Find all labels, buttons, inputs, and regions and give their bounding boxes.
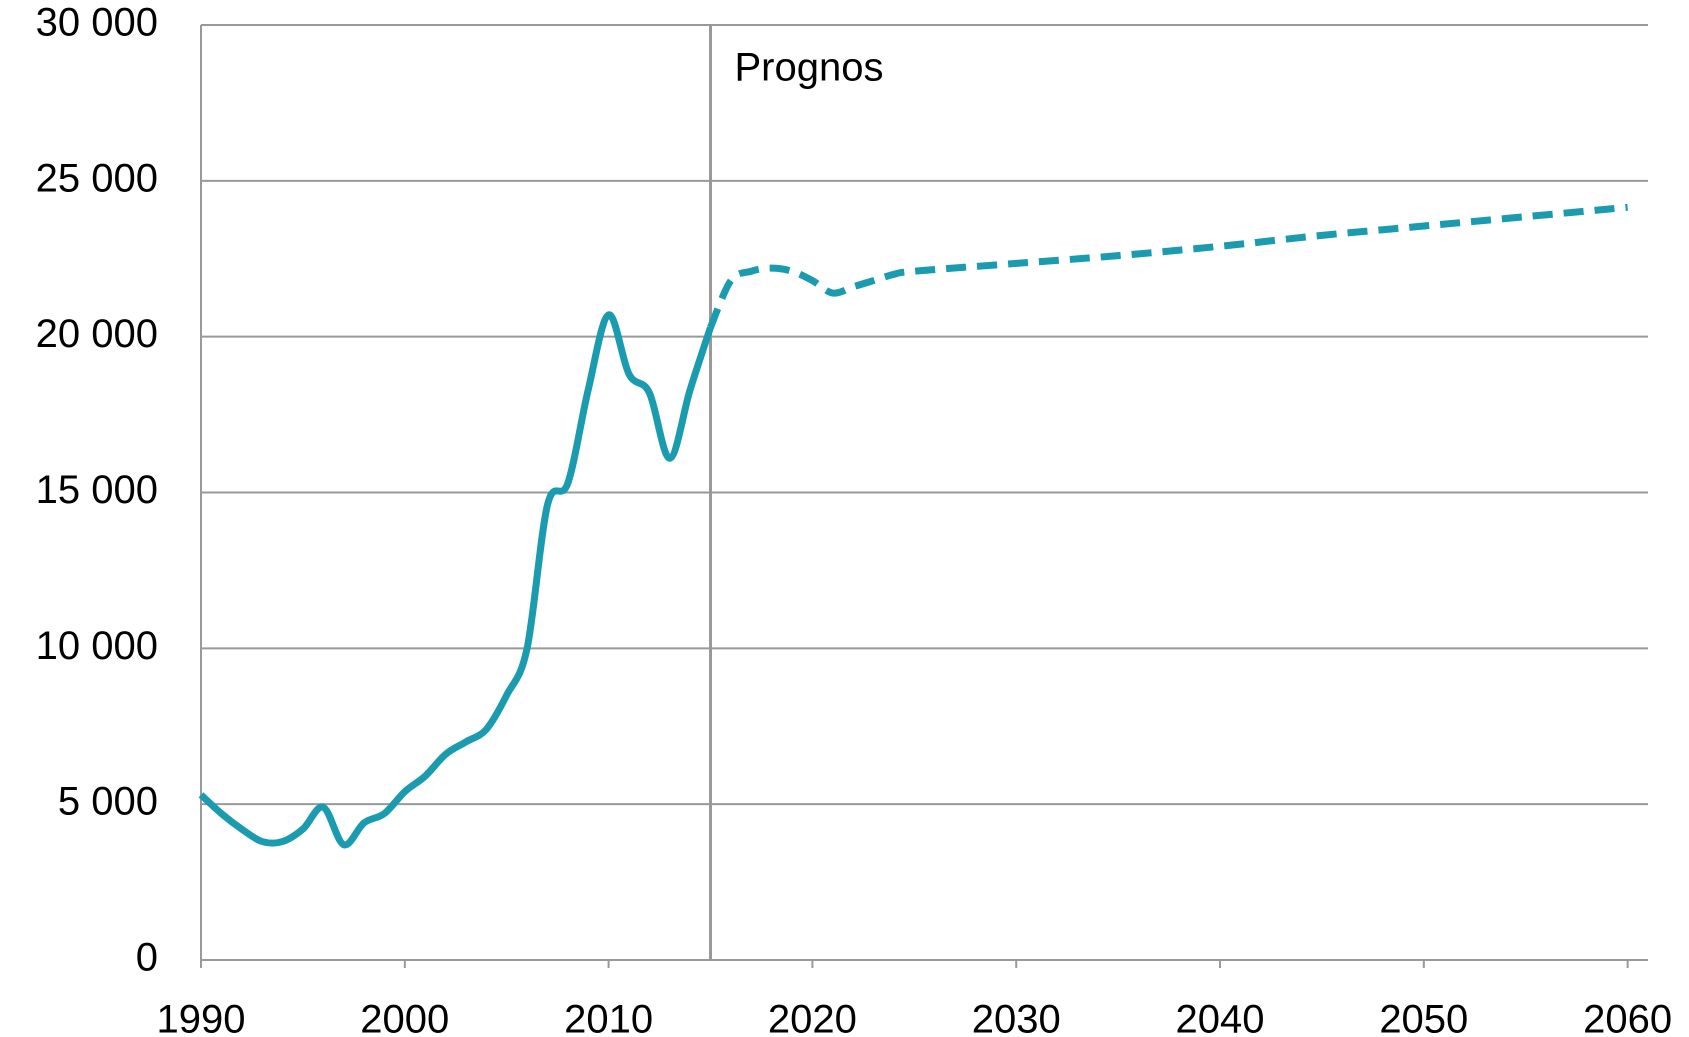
y-tick-label: 15 000 <box>36 468 158 512</box>
y-tick-label: 25 000 <box>36 156 158 200</box>
y-tick-label: 0 <box>136 936 158 980</box>
y-tick-label: 30 000 <box>36 1 158 45</box>
x-tick-label: 2040 <box>1176 998 1265 1037</box>
y-tick-label: 5 000 <box>58 780 158 824</box>
x-tick-label: 2010 <box>564 998 653 1037</box>
series-line <box>707 203 1628 329</box>
x-tick-label: 2050 <box>1379 998 1468 1037</box>
y-tick-label: 20 000 <box>36 312 158 356</box>
x-tick-label: 2020 <box>768 998 857 1037</box>
x-tick-label: 2060 <box>1583 998 1672 1037</box>
x-tick-label: 1990 <box>157 998 246 1037</box>
annotation: Prognos <box>735 46 884 90</box>
series-line <box>198 311 714 849</box>
x-tick-label: 2030 <box>972 998 1061 1037</box>
x-tick-label: 2000 <box>360 998 449 1037</box>
y-tick-label: 10 000 <box>36 624 158 668</box>
